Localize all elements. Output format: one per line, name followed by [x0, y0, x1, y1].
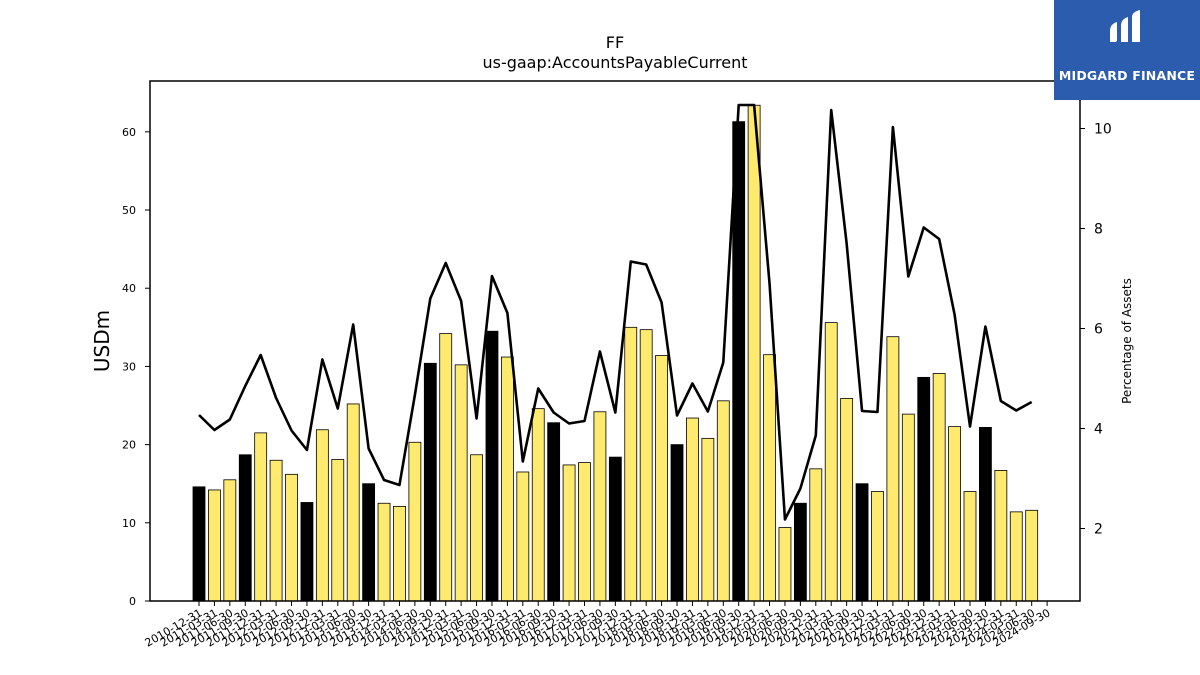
bar-2015-09-30	[485, 330, 499, 602]
bar-2013-03-31	[331, 459, 345, 602]
bar-2012-12-31	[315, 429, 329, 602]
bar-2016-09-30	[547, 422, 561, 602]
bar-2020-06-30	[778, 527, 792, 602]
bar-2021-12-31	[871, 491, 884, 602]
brand-logo: MIDGARD FINANCE	[1054, 0, 1200, 100]
y-axis-label: USDm	[90, 310, 114, 372]
bar-2014-06-30	[408, 441, 422, 602]
bar-2014-03-31	[393, 505, 406, 602]
bar-2010-12-31	[192, 486, 206, 602]
y-tick-label-40: 40	[122, 282, 136, 295]
midgard-logo-icon	[1110, 10, 1140, 47]
bar-2023-03-31	[948, 426, 961, 602]
y-tick-label-20: 20	[122, 439, 136, 452]
y2-tick-label-8: 8	[1094, 222, 1103, 238]
bar-2017-03-31	[578, 462, 591, 602]
line-series	[198, 103, 1033, 521]
y2-tick-label-2: 2	[1094, 522, 1103, 538]
x-axis: 2010-12-312011-03-312011-06-302011-09-30…	[143, 601, 1053, 650]
bar-2023-12-31	[994, 470, 1008, 602]
bar-2017-09-30	[608, 456, 622, 602]
bar-2012-06-30	[285, 473, 298, 602]
y-tick-label-0: 0	[129, 595, 136, 608]
bar-2013-09-30	[362, 483, 376, 602]
bar-2021-03-31	[824, 322, 838, 602]
bar-2012-03-31	[269, 459, 283, 602]
bar-series	[192, 104, 1039, 602]
bar-2018-03-31	[639, 329, 653, 602]
bar-2017-06-30	[593, 411, 607, 602]
bar-2021-06-30	[840, 398, 854, 602]
y2-tick-label-10: 10	[1094, 122, 1112, 138]
bar-2019-12-31	[747, 104, 761, 602]
bar-2020-03-31	[763, 354, 776, 602]
y2-tick-label-4: 4	[1094, 422, 1103, 438]
y-tick-label-50: 50	[122, 204, 136, 217]
bar-2022-09-30	[917, 376, 931, 602]
bar-2019-03-31	[701, 437, 715, 602]
bar-2018-12-31	[686, 417, 699, 602]
bar-2013-06-30	[346, 403, 360, 602]
bar-2020-09-30	[793, 502, 807, 602]
y-tick-label-60: 60	[122, 126, 136, 139]
bar-2016-12-31	[562, 464, 576, 602]
bar-2018-09-30	[670, 444, 684, 602]
y-axis-left: 0 10 20 30 40 50 60	[122, 126, 150, 608]
bar-2015-12-31	[500, 356, 514, 602]
y-axis-right: 2 4 6 8 10	[1080, 122, 1112, 538]
bar-2014-12-31	[439, 333, 453, 602]
bar-2012-09-30	[300, 502, 314, 602]
bar-2022-03-31	[886, 336, 900, 602]
bar-2011-06-30	[223, 479, 237, 602]
bar-2016-03-31	[516, 471, 530, 602]
bar-2014-09-30	[423, 362, 437, 602]
bar-2022-12-31	[932, 373, 946, 602]
y2-axis-label: Percentage of Assets	[1120, 278, 1134, 404]
brand-name: MIDGARD FINANCE	[1058, 68, 1196, 83]
y2-tick-label-6: 6	[1094, 322, 1103, 338]
bar-2023-06-30	[963, 491, 977, 602]
bar-2015-03-31	[454, 364, 468, 602]
percentage-line	[198, 103, 1033, 521]
bar-2018-06-30	[655, 355, 668, 602]
bar-2011-09-30	[238, 454, 252, 602]
chart-title: FF	[606, 33, 624, 52]
bar-2017-12-31	[624, 326, 638, 602]
bar-2024-03-31	[1009, 511, 1023, 602]
bar-2020-12-31	[809, 468, 823, 602]
bar-2011-12-31	[254, 432, 268, 602]
bar-2015-06-30	[470, 454, 483, 602]
bar-2024-06-30	[1025, 509, 1039, 602]
bar-2011-03-31	[208, 489, 221, 602]
y-tick-label-30: 30	[122, 360, 136, 373]
bar-2013-12-31	[377, 502, 391, 602]
bar-2019-06-30	[716, 400, 730, 602]
bar-2022-06-30	[901, 413, 915, 602]
bar-2023-09-30	[979, 427, 992, 602]
chart-subtitle: us-gaap:AccountsPayableCurrent	[482, 53, 747, 72]
y-tick-label-10: 10	[122, 517, 136, 530]
bar-2016-06-30	[531, 408, 545, 602]
bar-2021-09-30	[855, 483, 869, 602]
